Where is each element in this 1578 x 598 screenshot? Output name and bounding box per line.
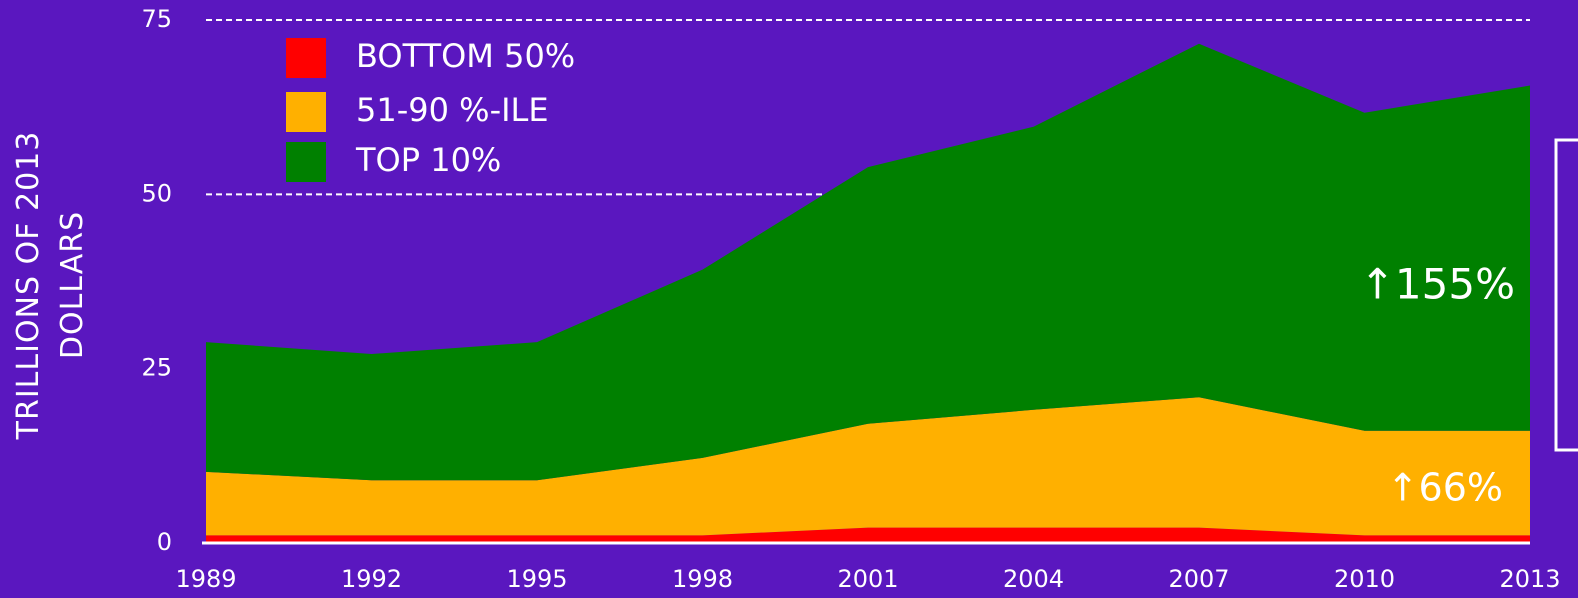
x-tick-label: 1989 — [175, 565, 236, 593]
x-tick-label: 2013 — [1499, 565, 1560, 593]
legend-label: TOP 10% — [355, 141, 501, 179]
x-tick-label: 2004 — [1003, 565, 1064, 593]
x-tick-label: 1992 — [341, 565, 402, 593]
area — [206, 397, 1530, 536]
y-tick-label: 75 — [141, 5, 172, 33]
x-tick-label: 1998 — [672, 565, 733, 593]
bracket-line — [1554, 138, 1578, 452]
annotation: ↑66% — [1387, 466, 1503, 510]
legend-swatch — [286, 92, 326, 132]
y-tick-label: 0 — [157, 528, 172, 556]
y-tick-label: 25 — [141, 354, 172, 382]
area — [206, 43, 1530, 481]
y-axis-label: TRILLIONS OF 2013 DOLLARS — [11, 130, 90, 440]
x-tick-label: 2007 — [1168, 565, 1229, 593]
x-tick-label: 2010 — [1334, 565, 1395, 593]
area — [206, 527, 1530, 543]
x-tick-label: 2001 — [837, 565, 898, 593]
x-tick-label: 1995 — [506, 565, 567, 593]
annotation: ↑155% — [1360, 260, 1515, 309]
legend-swatch — [286, 142, 326, 182]
legend-label: BOTTOM 50% — [356, 37, 575, 75]
bracket — [1554, 138, 1578, 452]
legend-label: 51-90 %-ILE — [356, 91, 549, 129]
legend-swatch — [286, 38, 326, 78]
y-tick-label: 50 — [141, 179, 172, 207]
